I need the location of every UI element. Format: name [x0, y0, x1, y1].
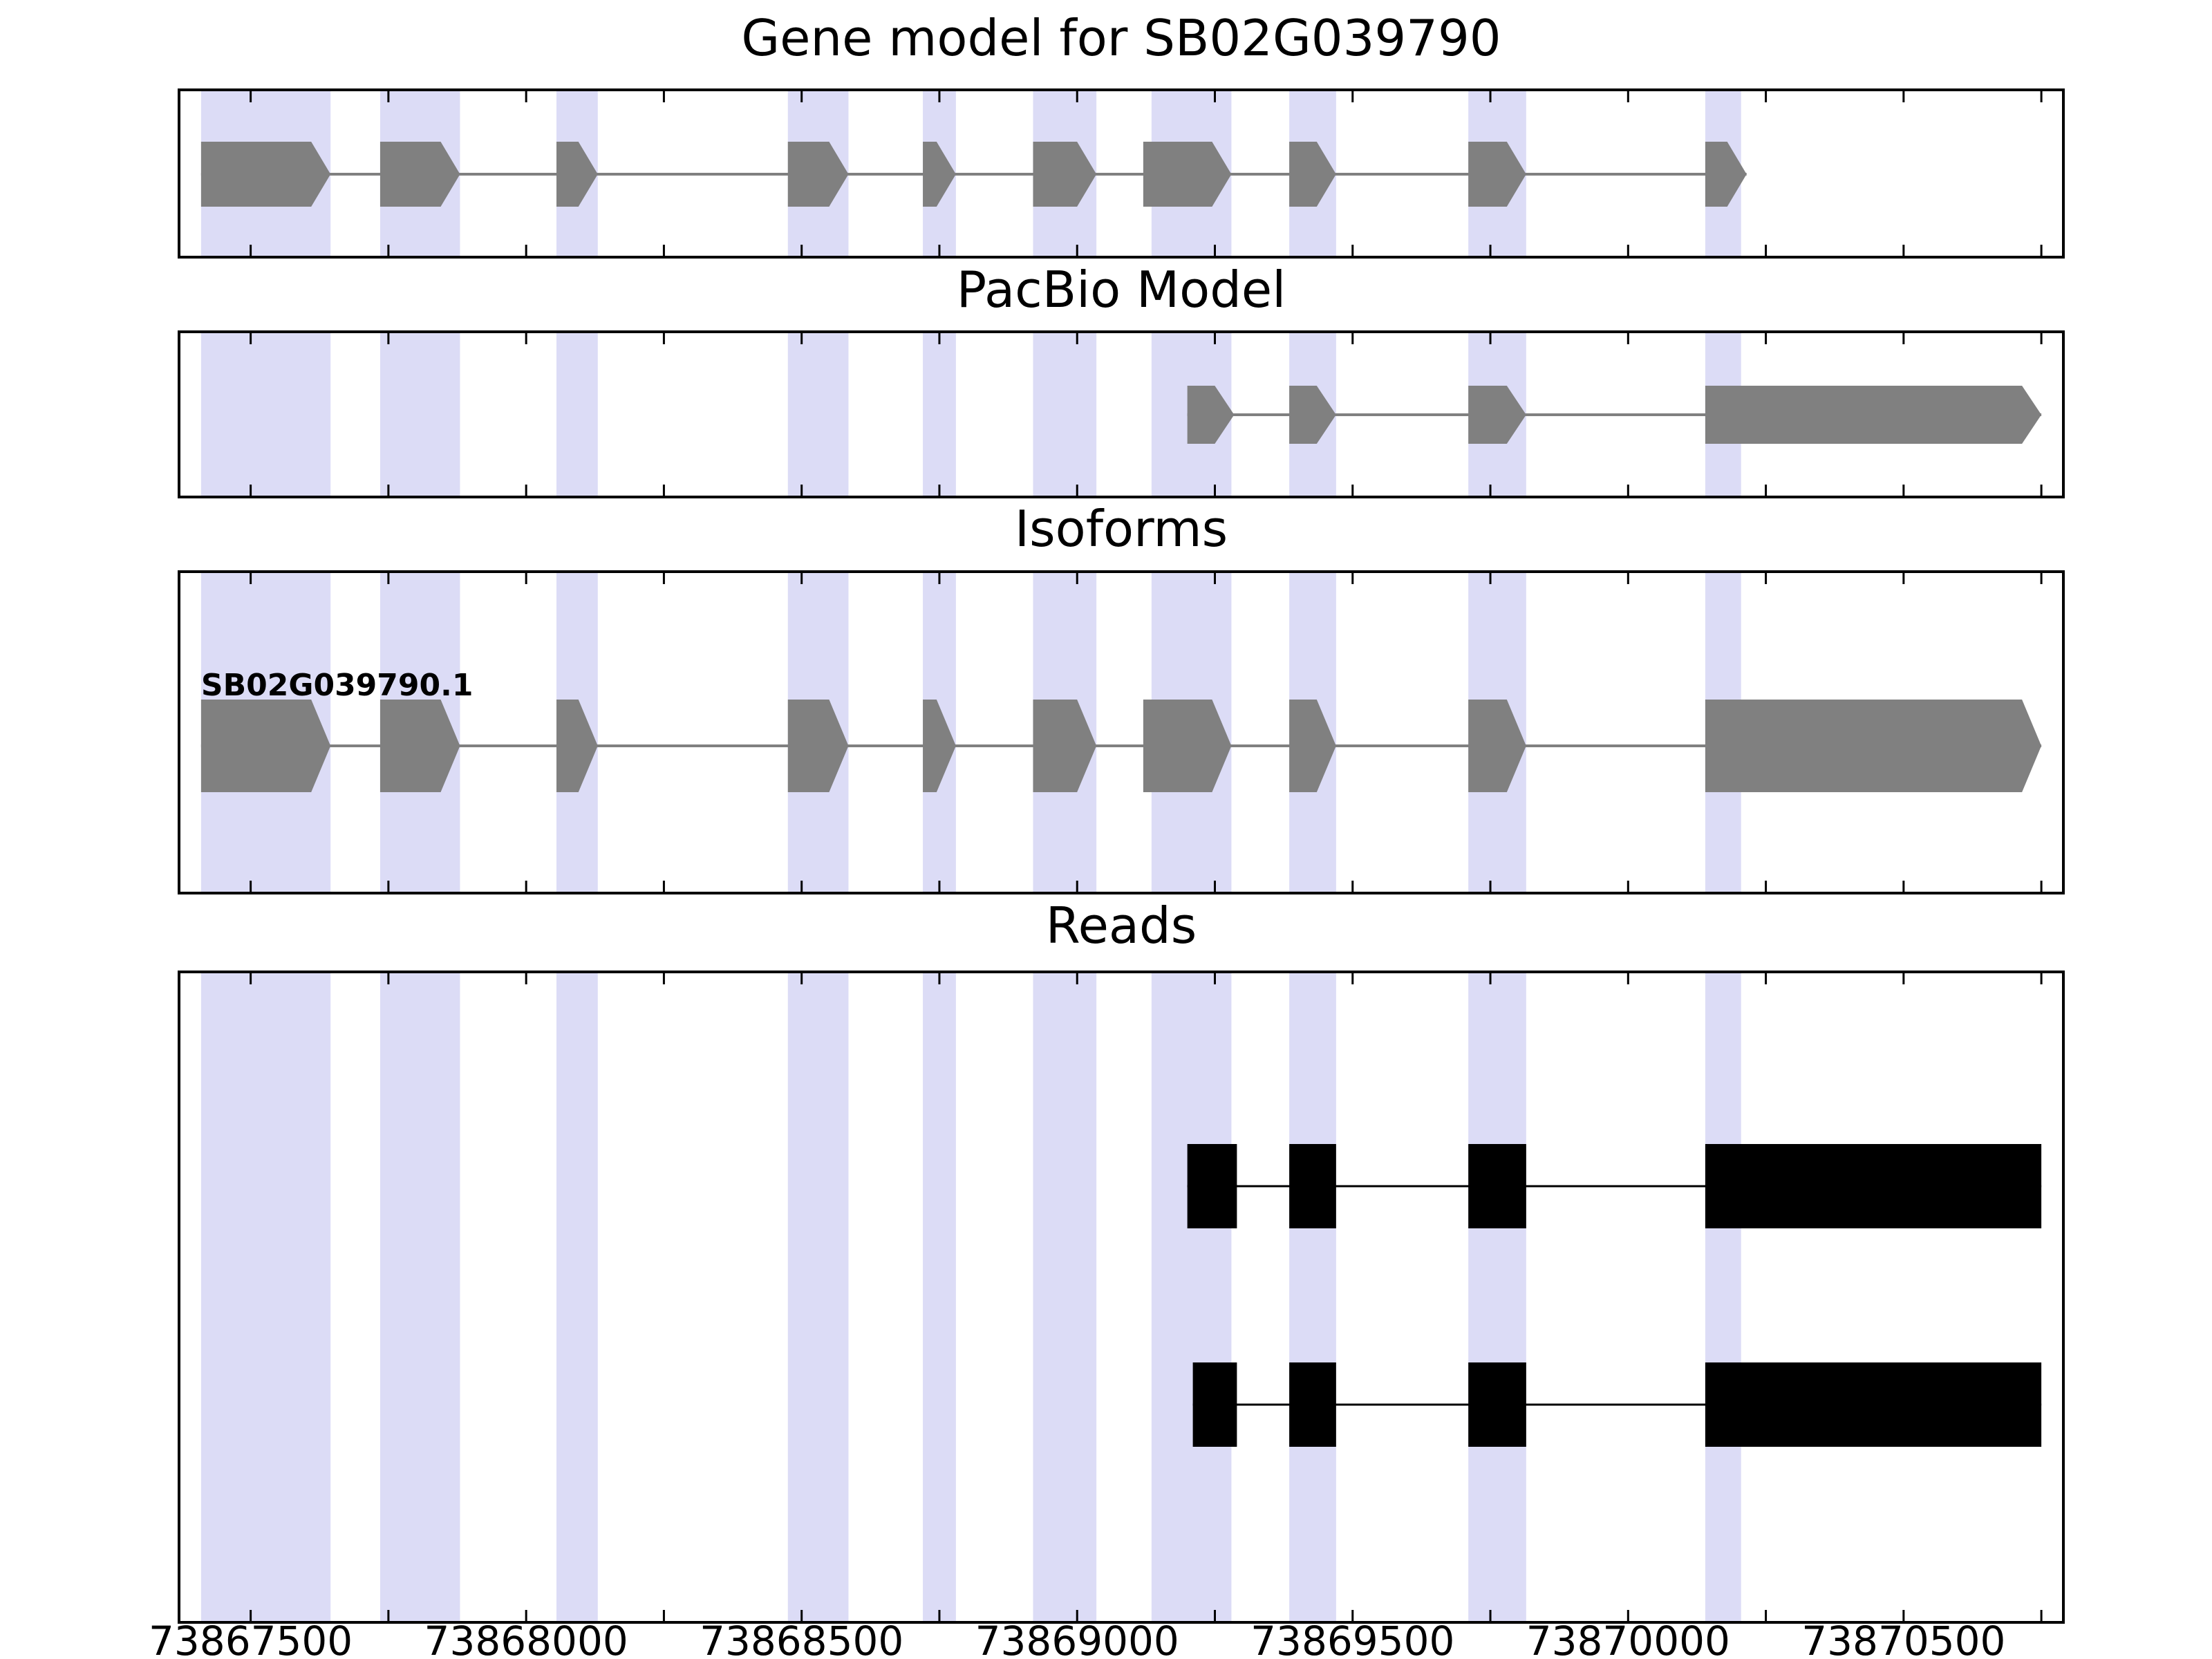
panel-title-pacbio-model: PacBio Model [956, 261, 1286, 319]
panel-border [178, 570, 2065, 894]
panel-border [178, 330, 2065, 498]
gene_model-exon [556, 142, 598, 207]
exon-highlight-band [787, 332, 849, 497]
x-tick-label: 73869000 [975, 1618, 1179, 1659]
isoform-exon [379, 700, 460, 792]
exon-highlight-band [923, 972, 956, 1622]
x-tick-label: 73869500 [1250, 1618, 1454, 1659]
isoform-exon [1468, 700, 1526, 792]
isoform-exon [556, 700, 598, 792]
gene_model-exon [1705, 142, 1747, 207]
gene_model-exon [787, 142, 849, 207]
x-tick-label: 73868000 [424, 1618, 628, 1659]
panel-pacbio_model [178, 330, 2065, 498]
pacbio_model-exon [1289, 386, 1336, 444]
exon-highlight-band [379, 972, 460, 1622]
exon-highlight-band [1033, 332, 1097, 497]
panel-title-reads: Reads [1045, 897, 1197, 955]
gene_model-exon [379, 142, 460, 207]
gene_model-exon [1468, 142, 1526, 207]
read-block [1192, 1362, 1237, 1447]
gene_model-exon [923, 142, 956, 207]
x-tick-label: 73867500 [149, 1618, 353, 1659]
isoform-exon [923, 700, 956, 792]
read-block [1289, 1362, 1336, 1447]
x-tick-label: 73868500 [700, 1618, 903, 1659]
isoform-exon [1033, 700, 1097, 792]
pacbio_model-exon [1187, 386, 1235, 444]
read-block [1468, 1362, 1526, 1447]
exon-highlight-band [200, 972, 331, 1622]
gene_model-exon [1033, 142, 1097, 207]
exon-highlight-band [556, 332, 598, 497]
panel-title-gene-model: Gene model for SB02G039790 [741, 9, 1501, 67]
panel-isoforms: SB02G039790.1 [178, 570, 2065, 894]
read-block [1468, 1144, 1526, 1228]
exon-highlight-band [1289, 972, 1336, 1622]
gene_model-exon [200, 142, 331, 207]
read-block [1289, 1144, 1336, 1228]
exon-highlight-band [787, 972, 849, 1622]
x-tick-label: 73870500 [1801, 1618, 2005, 1659]
panel-gene_model [178, 88, 2065, 259]
pacbio_model-exon [1705, 386, 2042, 444]
exon-highlight-band [200, 332, 331, 497]
x-tick-label: 73870000 [1526, 1618, 1730, 1659]
exon-highlight-band [1705, 972, 1741, 1622]
read-block [1705, 1362, 2042, 1447]
panel-border [178, 88, 2065, 259]
exon-highlight-band [923, 332, 956, 497]
isoform-exon [1705, 700, 2042, 792]
isoform-exon [1289, 700, 1336, 792]
panel-title-isoforms: Isoforms [1014, 500, 1228, 558]
exon-highlight-band [1033, 972, 1097, 1622]
pacbio_model-exon [1468, 386, 1526, 444]
isoform-exon [1143, 700, 1232, 792]
isoform-label: SB02G039790.1 [201, 668, 474, 703]
exon-highlight-band [1151, 972, 1232, 1622]
read-block [1705, 1144, 2042, 1228]
read-block [1187, 1144, 1237, 1228]
gene_model-exon [1143, 142, 1232, 207]
isoform-exon [200, 700, 331, 792]
exon-highlight-band [556, 972, 598, 1622]
gene_model-exon [1289, 142, 1336, 207]
exon-highlight-band [379, 332, 460, 497]
isoform-exon [787, 700, 849, 792]
exon-highlight-band [1468, 972, 1526, 1622]
panel-border [178, 971, 2065, 1624]
panel-reads [178, 971, 2065, 1624]
